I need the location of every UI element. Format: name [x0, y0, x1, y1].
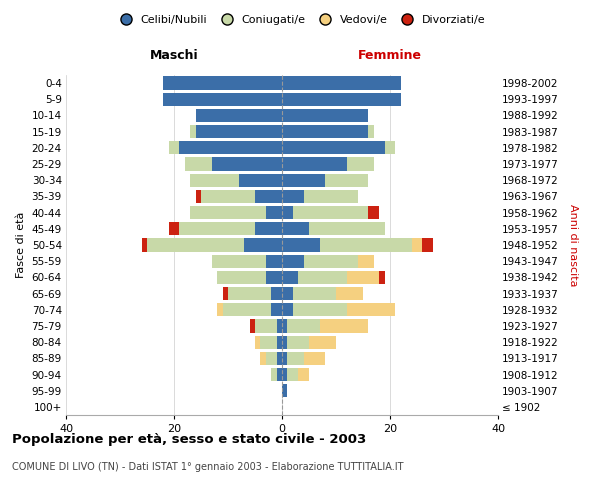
Bar [336, 287, 363, 300]
Bar [282, 270, 298, 284]
Bar [282, 158, 347, 170]
Bar [282, 352, 287, 365]
Bar [287, 368, 298, 381]
Bar [255, 190, 282, 203]
Bar [190, 125, 196, 138]
Bar [185, 158, 212, 170]
Bar [169, 141, 179, 154]
Bar [325, 174, 368, 187]
Bar [293, 303, 347, 316]
Bar [239, 174, 282, 187]
Bar [282, 125, 368, 138]
Bar [422, 238, 433, 252]
Bar [293, 206, 368, 220]
Bar [201, 190, 255, 203]
Bar [379, 270, 385, 284]
Bar [163, 76, 282, 90]
Bar [179, 222, 255, 235]
Bar [179, 141, 282, 154]
Bar [255, 336, 260, 349]
Bar [266, 206, 282, 220]
Bar [212, 254, 266, 268]
Bar [368, 125, 374, 138]
Text: Femmine: Femmine [358, 50, 422, 62]
Bar [282, 109, 368, 122]
Bar [228, 287, 271, 300]
Bar [169, 222, 179, 235]
Bar [298, 270, 347, 284]
Bar [320, 320, 368, 332]
Bar [282, 222, 309, 235]
Bar [212, 158, 282, 170]
Bar [282, 320, 287, 332]
Legend: Celibi/Nubili, Coniugati/e, Vedovi/e, Divorziati/e: Celibi/Nubili, Coniugati/e, Vedovi/e, Di… [110, 10, 490, 29]
Bar [385, 141, 395, 154]
Bar [277, 352, 282, 365]
Bar [250, 320, 255, 332]
Bar [147, 238, 244, 252]
Bar [282, 206, 293, 220]
Bar [255, 320, 277, 332]
Bar [304, 352, 325, 365]
Bar [282, 287, 293, 300]
Bar [282, 336, 287, 349]
Bar [282, 384, 287, 398]
Text: COMUNE DI LIVO (TN) - Dati ISTAT 1° gennaio 2003 - Elaborazione TUTTITALIA.IT: COMUNE DI LIVO (TN) - Dati ISTAT 1° genn… [12, 462, 404, 472]
Bar [266, 270, 282, 284]
Bar [287, 320, 320, 332]
Bar [304, 190, 358, 203]
Bar [223, 287, 228, 300]
Bar [255, 222, 282, 235]
Bar [266, 352, 277, 365]
Bar [217, 303, 223, 316]
Bar [277, 336, 282, 349]
Bar [293, 287, 336, 300]
Y-axis label: Fasce di età: Fasce di età [16, 212, 26, 278]
Bar [309, 222, 385, 235]
Bar [298, 368, 309, 381]
Bar [244, 238, 282, 252]
Bar [271, 368, 277, 381]
Bar [282, 190, 304, 203]
Text: Popolazione per età, sesso e stato civile - 2003: Popolazione per età, sesso e stato civil… [12, 432, 366, 446]
Bar [347, 158, 374, 170]
Bar [196, 125, 282, 138]
Bar [163, 92, 282, 106]
Bar [282, 238, 320, 252]
Bar [190, 174, 239, 187]
Bar [260, 352, 266, 365]
Bar [196, 109, 282, 122]
Bar [282, 174, 325, 187]
Bar [412, 238, 422, 252]
Bar [347, 270, 379, 284]
Text: Maschi: Maschi [149, 50, 199, 62]
Bar [287, 352, 304, 365]
Bar [368, 206, 379, 220]
Bar [320, 238, 412, 252]
Bar [347, 303, 395, 316]
Bar [271, 303, 282, 316]
Bar [196, 190, 201, 203]
Bar [260, 336, 277, 349]
Bar [271, 287, 282, 300]
Bar [266, 254, 282, 268]
Bar [190, 206, 266, 220]
Bar [282, 368, 287, 381]
Bar [142, 238, 147, 252]
Y-axis label: Anni di nascita: Anni di nascita [568, 204, 578, 286]
Bar [217, 270, 266, 284]
Bar [282, 76, 401, 90]
Bar [287, 336, 309, 349]
Bar [304, 254, 358, 268]
Bar [358, 254, 374, 268]
Bar [309, 336, 336, 349]
Bar [277, 368, 282, 381]
Bar [282, 141, 385, 154]
Bar [277, 320, 282, 332]
Bar [282, 254, 304, 268]
Bar [223, 303, 271, 316]
Bar [282, 92, 401, 106]
Bar [282, 303, 293, 316]
